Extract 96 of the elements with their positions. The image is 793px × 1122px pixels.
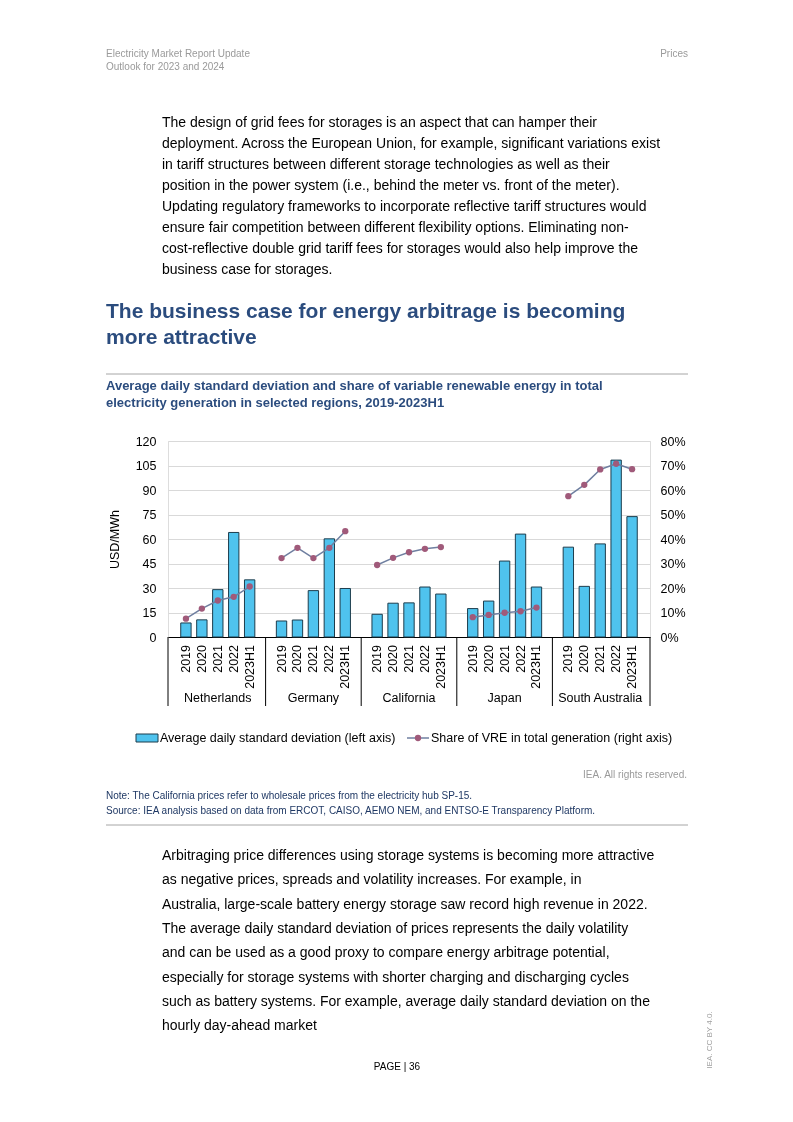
y2-tick-label: 20% [660,581,686,596]
x-tick-label: 2022 [322,644,337,673]
bar [403,602,415,638]
y-tick-label: 15 [142,606,157,620]
bar [610,459,622,638]
x-tick-label: 2023H1 [242,644,257,689]
x-tick-label: 2020 [577,644,592,673]
bar [514,533,527,638]
y-tick-label: 0 [149,630,157,645]
y-tick-label: 120 [135,434,157,449]
point [565,492,572,500]
y2-tick-label: 40% [660,532,686,547]
y2-tick-label: 50% [660,508,686,522]
x-tick-label: 2021 [593,644,608,673]
text: Arbitraging price differences using storage systems is becoming more attractive as negative prices, spreads and volatility increases. For example, in Australia, large-scale battery energy storage saw record high revenue in 2022. The average daily standard deviation of prices represents the daily volatility and can be used as a good proxy to compare energy arbitrage potential, especially for storage systems with shorter charging and discharging cycles such as battery systems. For example, average daily standard deviation on the hourly day-ahead market [162,847,655,1034]
y2-tick-label: 30% [660,557,686,571]
bar [562,546,575,638]
text: IEA. All rights reserved. [583,769,687,780]
x-tick-label: 2022 [513,644,528,673]
point [581,481,588,489]
x-tick-label: 2019 [465,644,480,673]
bar [594,543,606,638]
x-tick-label: 2021 [497,644,512,673]
text: Germany [287,691,340,705]
bar [371,613,383,638]
point [246,583,253,590]
x-tick-label: 2021 [402,644,416,673]
bar [387,602,399,638]
text: Note: The California prices refer to wholesale prices from the electricity hub SP-15. [106,790,473,801]
text: Prices [660,48,688,59]
text: Outlook for 2023 and 2024 [106,61,225,72]
bar [180,622,192,638]
point [597,466,604,473]
bar [243,579,256,638]
source-note: Source: IEA analysis based on data from ERCOT, CAISO, AEMO NEM, and ENTSO-E Transparency Platform. [106,805,596,816]
text: The business case for energy arbitrage is becoming more attractive [106,299,626,348]
bar [228,531,240,638]
y-tick-label: 105 [135,459,157,473]
bar [339,587,351,638]
x-tick-label: 2020 [194,644,209,673]
text: The design of grid fees for storages is an aspect that can hamper their deployment. Across the European Union, for example, significant variations exist in tariff structures between different storage technologies as well as their position in the power system (i.e., behind the meter vs. front of the meter). Updating regulatory frameworks to incorporate reflective tariff structures would ensure fair competition between different flexibility options. Eliminating non-cost-reflective double grid tariff fees for storages would also help improve the business case for storages. [162,114,661,277]
point [628,466,636,473]
bar [530,586,543,638]
y-axis-title: USD/MWh [107,509,122,570]
bar [498,560,511,638]
text: South Australia [558,691,643,705]
x-tick-label: 2019 [274,644,289,673]
y2-tick-label: 0% [660,630,679,645]
bar [275,620,288,638]
text: Japan [487,691,522,705]
bar [196,619,208,638]
text: PAGE | 36 [373,1061,421,1072]
x-tick-label: 2022 [609,644,624,673]
y2-tick-label: 70% [660,459,686,473]
text: Electricity Market Report Update [106,48,251,59]
legend-label: Average daily standard deviation (left axis) [160,731,396,745]
legend-label: Share of VRE in total generation (right axis) [431,731,673,745]
x-tick-label: 2023H1 [433,644,448,689]
bar [291,619,304,638]
x-tick-label: 2020 [386,644,401,673]
y-tick-label: 60 [142,532,157,547]
y-tick-label: 30 [142,581,157,596]
bar [212,589,224,638]
x-tick-label: 2023H1 [625,644,640,689]
x-tick-label: 2019 [561,644,576,673]
x-tick-label: 2022 [417,644,432,673]
text: IEA. CC BY 4.0. [705,1011,714,1069]
text: Netherlands [184,691,252,705]
x-tick-label: 2021 [306,644,321,673]
x-tick-label: 2019 [178,644,193,673]
point [612,460,620,467]
y-tick-label: 90 [142,483,157,498]
y-tick-label: 75 [142,508,157,522]
bar [435,593,447,638]
bar [578,585,590,638]
bar [307,590,320,638]
x-tick-label: 2021 [210,644,225,673]
x-tick-label: 2020 [481,644,496,673]
point [230,593,237,600]
y2-tick-label: 60% [660,483,686,498]
y-tick-label: 45 [142,557,157,571]
chart-title: Average daily standard deviation and share of variable renewable energy in total electricity generation in selected regions, 2019-2023H1 [106,378,603,410]
x-tick-label: 2019 [370,644,385,673]
y2-tick-label: 80% [660,434,686,449]
x-tick-label: 2020 [290,644,305,673]
point [214,597,221,604]
bar [626,516,638,638]
x-tick-label: 2023H1 [529,644,544,689]
point [182,615,190,622]
y2-tick-label: 10% [660,606,686,620]
point [198,605,206,612]
bar [323,538,336,638]
bar [419,586,431,638]
x-tick-label: 2023H1 [338,644,353,689]
text: California [382,691,436,705]
x-tick-label: 2022 [226,644,241,673]
